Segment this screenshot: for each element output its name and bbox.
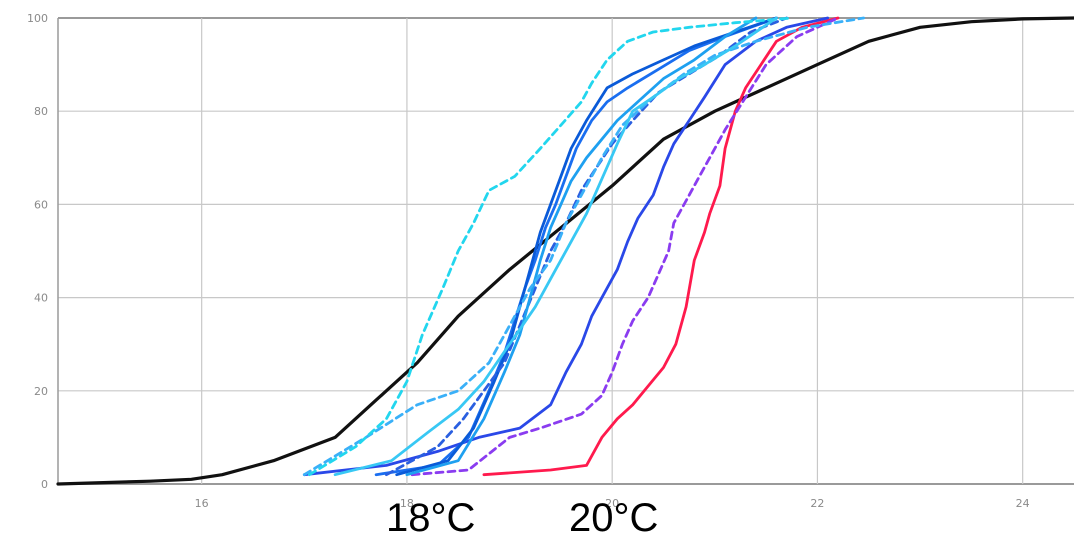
- series-line-8: [405, 16, 758, 477]
- y-tick-label: 40: [34, 292, 48, 305]
- x-tick-label: 22: [810, 497, 824, 510]
- x-tick-label: 18: [400, 497, 414, 510]
- annotation-18c: 18°C: [386, 496, 476, 540]
- series-line-7: [384, 16, 788, 477]
- y-tick-labels: 0 20 40 60 80 100: [27, 12, 48, 491]
- y-tick-label: 0: [41, 478, 48, 491]
- series-line-11: [333, 16, 778, 477]
- y-tick-label: 60: [34, 198, 48, 211]
- x-tick-label: 16: [195, 497, 209, 510]
- x-tick-label: 20: [605, 497, 619, 510]
- series-line-6: [395, 16, 778, 477]
- x-tick-labels: 16 18 20 22 24: [195, 497, 1030, 510]
- series-line-2: [482, 16, 840, 477]
- x-tick-label: 24: [1016, 497, 1030, 510]
- chart-grid: [57, 17, 1074, 485]
- series-lines: [56, 16, 1074, 486]
- series-line-9: [302, 16, 865, 477]
- series-line-1: [56, 16, 1074, 486]
- y-tick-label: 80: [34, 105, 48, 118]
- series-line-3: [410, 16, 840, 477]
- y-tick-label: 20: [34, 385, 48, 398]
- series-line-5: [374, 16, 778, 477]
- y-tick-label: 100: [27, 12, 48, 25]
- annotation-20c: 20°C: [569, 496, 659, 540]
- series-line-10: [307, 16, 794, 477]
- series-line-4: [302, 16, 830, 477]
